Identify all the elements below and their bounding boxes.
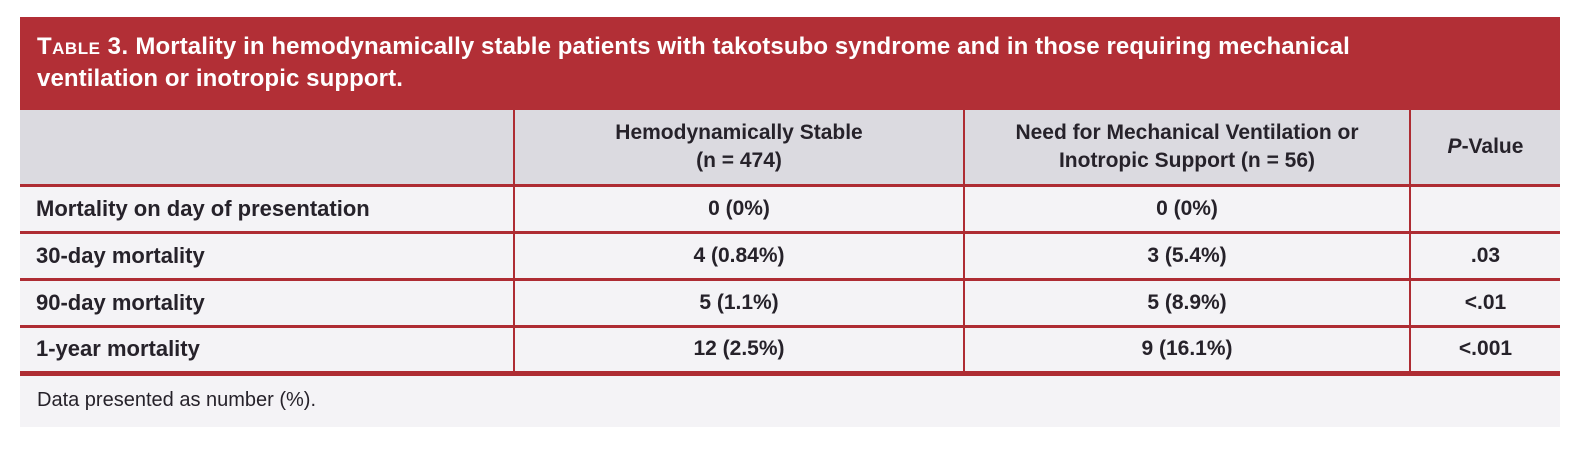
table-row: Mortality on day of presentation 0 (0%) … [20,185,1560,233]
table-title-text: Mortality in hemodynamically stable pati… [37,33,1350,92]
table-title-banner: Table 3. Mortality in hemodynamically st… [20,17,1560,111]
row-label-cell: Mortality on day of presentation [36,195,370,221]
table-header: Hemodynamically Stable (n = 474) Need fo… [20,110,1560,186]
ventilation-value-cell: 3 (5.4%) [963,232,1410,280]
stable-value-cell: 4 (0.84%) [513,232,964,280]
ventilation-value-cell: 0 (0%) [963,185,1410,233]
ventilation-value-cell: 5 (8.9%) [963,279,1410,327]
header-cell-stable: Hemodynamically Stable (n = 474) [513,110,964,186]
p-value-cell [1409,185,1560,233]
header-row: Hemodynamically Stable (n = 474) Need fo… [20,110,1560,186]
ventilation-value-cell: 9 (16.1%) [963,326,1410,374]
table-row: 1-year mortality 12 (2.5%) 9 (16.1%) <.0… [20,326,1560,374]
row-label-cell: 1-year mortality [36,336,200,362]
table-row: 30-day mortality 4 (0.84%) 3 (5.4%) .03 [20,232,1560,280]
table-footnote: Data presented as number (%). [20,375,1560,427]
table-row: 90-day mortality 5 (1.1%) 5 (8.9%) <.01 [20,279,1560,327]
header-cell-p-value: P-Value [1409,110,1560,186]
p-value-cell: <.001 [1409,326,1560,374]
row-label-cell: 90-day mortality [36,289,205,315]
stable-value-cell: 12 (2.5%) [513,326,964,374]
header-cell-ventilation: Need for Mechanical Ventilation or Inotr… [963,110,1410,186]
header-cell-empty [20,110,514,186]
stable-value-cell: 0 (0%) [513,185,964,233]
p-value-italic-p: P [1447,134,1462,158]
p-value-cell: <.01 [1409,279,1560,327]
stable-value-cell: 5 (1.1%) [513,279,964,327]
row-label-cell: 30-day mortality [36,242,205,268]
table-body: Mortality on day of presentation 0 (0%) … [20,185,1560,374]
table-number-label: Table 3. [37,33,129,60]
mortality-table: Hemodynamically Stable (n = 474) Need fo… [20,110,1560,376]
mortality-table-card: Table 3. Mortality in hemodynamically st… [20,17,1560,427]
p-value-cell: .03 [1409,232,1560,280]
p-value-rest: -Value [1461,134,1524,158]
